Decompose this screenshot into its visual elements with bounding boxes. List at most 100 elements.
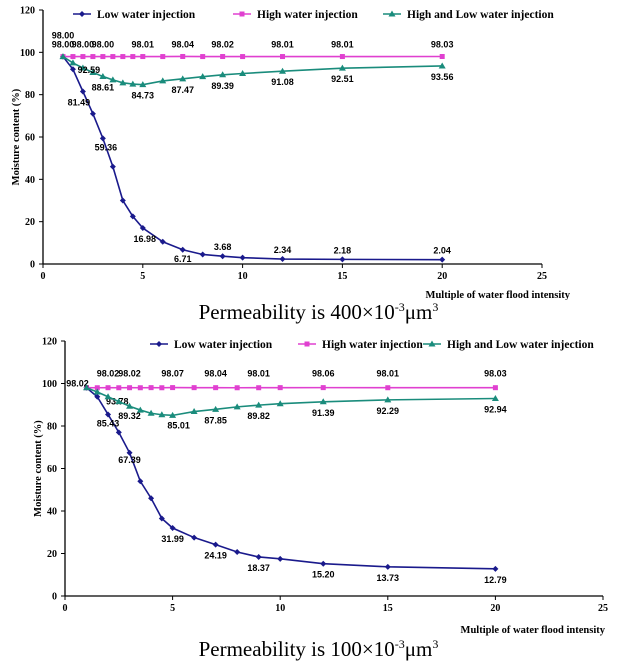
data-point (191, 534, 198, 541)
data-point (239, 70, 247, 76)
data-point (240, 54, 246, 60)
data-label: 98.02 (66, 379, 89, 389)
data-point (234, 385, 240, 391)
data-label: 89.39 (211, 81, 234, 91)
data-label: 98.00 (52, 40, 75, 50)
data-point (105, 385, 111, 391)
legend-label: Low water injection (97, 9, 196, 21)
y-tick-label: 0 (52, 592, 57, 603)
series-1 (59, 53, 446, 263)
series-1 (83, 384, 499, 572)
data-point (137, 478, 144, 485)
caption-top-mid: μm (404, 300, 433, 324)
data-point (147, 409, 155, 416)
data-label: 98.07 (161, 369, 184, 379)
data-point (200, 54, 206, 60)
legend-label: High and Low water injection (407, 9, 554, 21)
data-point (339, 256, 346, 263)
y-tick-label: 40 (47, 507, 57, 518)
data-point (126, 402, 134, 409)
data-point (190, 408, 198, 415)
x-tick-label: 10 (238, 271, 248, 282)
caption-bottom-exp2: 3 (432, 637, 439, 651)
data-point (94, 385, 100, 391)
data-point (234, 549, 241, 556)
data-label: 3.68 (214, 242, 232, 252)
x-tick-label: 5 (140, 271, 145, 282)
data-point (93, 388, 101, 395)
data-point (180, 53, 186, 59)
data-label: 88.61 (92, 82, 115, 92)
chart-panel-top: 0 20 40 60 80 100 120 0 5 10 15 20 25 Moisture conten… (11, 6, 571, 325)
data-point (320, 560, 327, 567)
y-tick-label: 120 (42, 337, 57, 348)
series-line (62, 55, 443, 86)
x-axis-title: Multiple of water flood intensity (461, 625, 606, 636)
series-3 (83, 384, 499, 418)
x-tick-label: 10 (275, 603, 285, 614)
data-point (213, 385, 219, 391)
x-axis-title: Multiple of water flood intensity (426, 290, 571, 300)
series-line (86, 386, 496, 417)
data-point (109, 163, 116, 170)
data-point (127, 385, 133, 391)
data-label: 67.39 (118, 455, 141, 465)
data-label: 98.03 (431, 40, 454, 50)
legend-marker (428, 340, 436, 347)
data-label: 2.04 (433, 246, 451, 256)
series-line (62, 56, 443, 261)
data-label: 92.51 (331, 74, 354, 84)
data-point (277, 555, 284, 562)
data-point (276, 400, 284, 407)
y-axis-title: Moisture content (%) (11, 88, 22, 185)
data-point (109, 76, 117, 83)
data-point (119, 79, 127, 86)
data-label: 2.34 (274, 245, 292, 255)
legend-marker (388, 10, 396, 17)
series-2 (84, 385, 498, 391)
y-tick-label: 120 (20, 6, 35, 17)
series-line (86, 387, 496, 570)
legend-label: High and Low water injection (447, 339, 594, 351)
data-label: 6.71 (174, 254, 192, 264)
caption-top-exp1: -3 (394, 300, 405, 314)
data-point (129, 213, 136, 220)
data-label: 85.01 (167, 420, 190, 430)
data-point (220, 54, 226, 60)
data-label: 12.79 (484, 575, 507, 585)
chart-panel-bottom: 0 20 40 60 80 100 120 0 5 10 15 20 25 Moisture conten… (0, 335, 637, 670)
data-point (159, 77, 167, 84)
data-label: 98.00 (72, 40, 95, 50)
x-tick-label: 15 (337, 271, 347, 282)
data-point (199, 73, 207, 80)
data-label: 13.73 (377, 573, 400, 583)
data-point (438, 62, 446, 69)
data-point (492, 565, 499, 572)
data-point (491, 395, 499, 402)
y-tick-label: 100 (20, 48, 35, 59)
data-label: 85.43 (97, 418, 120, 428)
data-point (83, 384, 91, 391)
legend-marker (304, 341, 310, 347)
x-tick-label: 0 (41, 271, 46, 282)
data-point (279, 67, 287, 74)
data-point (129, 80, 137, 87)
data-point (384, 396, 392, 403)
data-point (148, 385, 154, 391)
data-point (239, 254, 246, 261)
data-label: 18.37 (247, 563, 270, 573)
data-point (116, 385, 122, 391)
data-label: 98.02 (118, 369, 141, 379)
data-point (99, 135, 106, 142)
data-point (492, 385, 498, 391)
data-point (136, 406, 144, 413)
data-point (191, 385, 197, 391)
data-point (159, 238, 166, 245)
data-label: 92.59 (78, 65, 101, 75)
data-point (219, 71, 227, 78)
data-point (385, 385, 391, 391)
data-point (139, 81, 147, 88)
x-tick-label: 0 (63, 603, 68, 614)
data-point (115, 429, 122, 436)
data-label: 31.99 (161, 534, 184, 544)
